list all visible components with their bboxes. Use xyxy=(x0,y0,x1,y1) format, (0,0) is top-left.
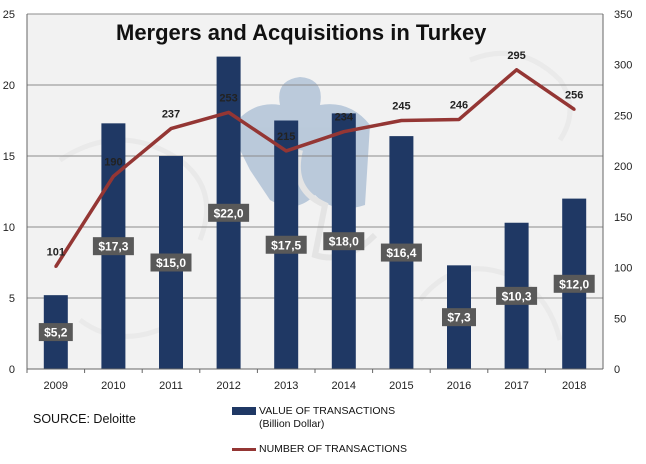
bar-label-bg xyxy=(442,308,476,327)
y-right-tick-label: 350 xyxy=(614,9,632,21)
y-right-tick-label: 100 xyxy=(614,263,632,275)
line-label: 237 xyxy=(162,109,180,121)
bar-label: $17,3 xyxy=(98,240,128,254)
x-tick-label: 2010 xyxy=(101,380,125,392)
bar-label-bg xyxy=(553,274,595,293)
series-line xyxy=(54,68,576,268)
bar-label: $10,3 xyxy=(502,289,532,303)
bar-label: $18,0 xyxy=(329,235,359,249)
x-tick-label: 2017 xyxy=(504,380,528,392)
bar-label: $17,5 xyxy=(271,238,301,252)
x-tick-label: 2013 xyxy=(274,380,298,392)
bar-label-bg xyxy=(150,253,192,272)
bar-label-bg xyxy=(265,235,307,254)
chart-title: Mergers and Acquisitions in Turkey xyxy=(116,20,487,45)
source-note: SOURCE: Deloitte xyxy=(33,412,136,426)
line-label: 256 xyxy=(565,89,583,101)
legend-label-value: VALUE OF TRANSACTIONS xyxy=(259,405,396,417)
line-label: 245 xyxy=(392,101,410,113)
line-label: 234 xyxy=(335,112,354,124)
y-left-tick-label: 25 xyxy=(3,9,15,21)
y-left-tick-label: 10 xyxy=(3,222,15,234)
y-left-tick-label: 0 xyxy=(9,364,15,376)
bar-label-bg xyxy=(208,203,250,222)
line-point xyxy=(54,265,58,269)
line-point xyxy=(399,119,403,122)
y-left-tick-label: 20 xyxy=(3,80,15,92)
y-right-tick-label: 50 xyxy=(614,313,626,325)
bar-label: $15,0 xyxy=(156,256,186,270)
bar-label-bg xyxy=(323,232,365,251)
legend-swatch-value xyxy=(232,407,256,415)
y-right-tick-label: 300 xyxy=(614,60,632,72)
line-point xyxy=(169,127,173,131)
line-point xyxy=(284,149,288,153)
line-point xyxy=(111,174,115,178)
line-label: 101 xyxy=(47,247,65,259)
legend-swatch-number xyxy=(232,448,256,451)
line-label: 295 xyxy=(507,50,525,62)
legend-label-value-unit: (Billion Dollar) xyxy=(259,418,325,430)
x-tick-label: 2012 xyxy=(216,380,240,392)
y-right-tick-label: 150 xyxy=(614,212,632,224)
line-label: 246 xyxy=(450,99,468,111)
y-left-tick-label: 15 xyxy=(3,151,15,163)
legend-item-value: VALUE OF TRANSACTIONS (Billion Dollar) xyxy=(259,405,395,431)
bar-label-bg xyxy=(496,286,538,305)
bar-label-bg xyxy=(92,237,134,256)
line-point xyxy=(227,110,231,114)
x-tick-label: 2016 xyxy=(447,380,471,392)
bar-label: $5,2 xyxy=(44,326,68,340)
x-tick-label: 2009 xyxy=(44,380,68,392)
bar-label-bg xyxy=(38,323,73,342)
line-point xyxy=(457,117,461,121)
x-tick-label: 2018 xyxy=(562,380,586,392)
bar-label-bg xyxy=(380,243,422,262)
bar-label: $16,4 xyxy=(386,246,416,260)
y-right-tick-label: 0 xyxy=(614,364,620,376)
bar-label: $12,0 xyxy=(559,277,589,291)
legend-label-number: NUMBER OF TRANSACTIONS xyxy=(259,443,407,455)
bar-label: $22,0 xyxy=(214,206,244,220)
line-label: 253 xyxy=(219,92,237,104)
y-left-tick-label: 5 xyxy=(9,293,15,305)
line-point xyxy=(515,68,519,72)
x-tick-label: 2011 xyxy=(159,380,183,392)
line-point xyxy=(342,130,346,134)
x-tick-label: 2015 xyxy=(389,380,413,392)
y-right-tick-label: 200 xyxy=(614,161,632,173)
line-label: 215 xyxy=(277,131,295,143)
x-tick-label: 2014 xyxy=(332,380,356,392)
line-label: 190 xyxy=(104,156,122,168)
bar-label: $7,3 xyxy=(447,311,471,325)
line-point xyxy=(572,107,576,111)
y-right-tick-label: 250 xyxy=(614,110,632,122)
